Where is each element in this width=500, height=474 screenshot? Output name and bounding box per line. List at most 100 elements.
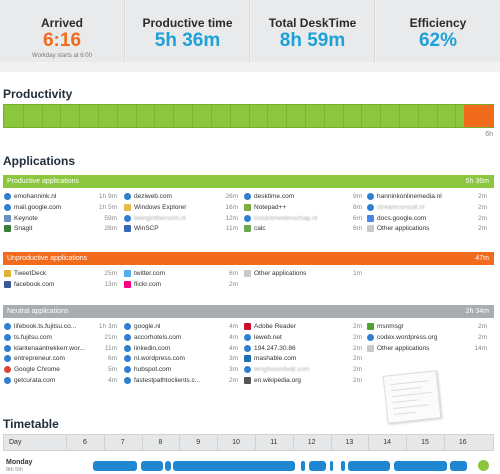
app-item[interactable]: Other applications 1m: [244, 269, 362, 278]
app-item[interactable]: streamconsult.nl 2m: [367, 203, 487, 212]
globe-icon: [244, 333, 251, 341]
activity-segment[interactable]: [140, 461, 164, 471]
app-item[interactable]: instantmedenschap.nl 6m: [244, 214, 362, 223]
activity-segment[interactable]: [340, 461, 345, 471]
app-name: instantmedenschap.nl: [254, 214, 318, 222]
app-time: 1m: [352, 270, 362, 277]
app-item[interactable]: tengitvoordwijt.com 2m: [244, 365, 362, 374]
productive-time-card: Productive time 5h 36m: [126, 0, 250, 62]
category-bar-unproductive[interactable]: Unproductive applications 47m: [3, 252, 494, 265]
app-item[interactable]: beingintheroom.nl 12m: [124, 214, 238, 223]
adobe-icon: [244, 323, 251, 330]
app-name: hubspot.com: [134, 366, 172, 374]
app-name: WinSCP: [134, 225, 159, 233]
hour-label: 12: [307, 439, 316, 446]
unproductive-segment: [464, 105, 493, 127]
app-time: 2m: [477, 214, 487, 222]
productivity-tick: [324, 105, 325, 127]
app-name: Google Chrome: [14, 366, 60, 374]
report-thumbnail: [382, 370, 442, 424]
app-time: 6m: [107, 355, 117, 363]
app-item[interactable]: google.nl 4m: [124, 322, 238, 331]
productivity-tick: [60, 105, 61, 127]
app-name: lifebook.ts.fujitsu.co...: [14, 323, 77, 330]
globe-icon: [124, 214, 131, 222]
app-item[interactable]: twitter.com 6m: [124, 269, 238, 278]
app-item[interactable]: TweetDeck 25m: [4, 269, 117, 278]
globe-icon: [4, 333, 11, 341]
app-item[interactable]: leweb.net 2m: [244, 333, 362, 342]
activity-segment[interactable]: [172, 461, 296, 471]
globe-icon: [367, 193, 374, 200]
app-item[interactable]: emohannink.nl 1h 9m: [4, 192, 117, 201]
app-item[interactable]: desktime.com 9m: [244, 192, 362, 201]
day-column-header: Day: [9, 439, 22, 446]
app-item[interactable]: Windows Explorer 16m: [124, 203, 238, 212]
app-item[interactable]: fastestpathtoclients.c... 2m: [124, 376, 238, 385]
app-item[interactable]: en.wikipedia.org 2m: [244, 376, 362, 385]
activity-segment[interactable]: [308, 461, 326, 471]
category-bar-neutral[interactable]: Neutral applications 2h 34m: [3, 305, 494, 318]
app-item[interactable]: Adobe Reader 2m: [244, 322, 362, 331]
activity-segment[interactable]: [93, 461, 137, 471]
app-item[interactable]: calc 6m: [244, 224, 362, 233]
app-item[interactable]: codex.wordpress.org 2m: [367, 333, 487, 342]
app-name: Windows Explorer: [134, 203, 187, 211]
activity-segment[interactable]: [393, 461, 447, 471]
app-item[interactable]: deziweb.com 26m: [124, 192, 238, 201]
app-item[interactable]: Snagit 28m: [4, 224, 117, 233]
app-name: Other applications: [377, 344, 430, 352]
app-item[interactable]: hanninkonlinemedia.nl 2m: [367, 192, 487, 201]
app-item[interactable]: getcurata.com 4m: [4, 376, 117, 385]
app-item[interactable]: Google Chrome 5m: [4, 365, 117, 374]
category-name: Unproductive applications: [7, 255, 88, 262]
productivity-tick: [98, 105, 99, 127]
app-item[interactable]: linkedin.com 4m: [124, 344, 238, 353]
app-item[interactable]: WinSCP 11m: [124, 224, 238, 233]
productivity-tick: [211, 105, 212, 127]
app-item[interactable]: mail.google.com 1h 5m: [4, 203, 117, 212]
app-time: 4m: [107, 377, 117, 384]
globe-icon: [244, 366, 251, 374]
app-name: nl.wordpress.com: [134, 355, 185, 363]
app-item[interactable]: klantenaantrekkerr.wor... 11m: [4, 344, 117, 353]
app-item[interactable]: accorhotels.com 4m: [124, 333, 238, 342]
wikipedia-icon: [244, 377, 251, 384]
app-item[interactable]: 194.247.30.86 2m: [244, 344, 362, 353]
app-item[interactable]: flickr.com 2m: [124, 280, 238, 289]
app-item[interactable]: mashable.com 2m: [244, 354, 362, 363]
window-icon: [244, 270, 251, 277]
app-time: 2m: [228, 377, 238, 384]
globe-icon: [4, 203, 11, 211]
category-bar-productive[interactable]: Productive applications 5h 36m: [3, 175, 494, 188]
app-item[interactable]: entrepreneur.com 6m: [4, 354, 117, 363]
app-item[interactable]: hubspot.com 3m: [124, 365, 238, 374]
app-item[interactable]: Notepad++ 8m: [244, 203, 362, 212]
activity-segment[interactable]: [165, 461, 171, 471]
app-item[interactable]: nl.wordpress.com 3m: [124, 354, 238, 363]
hour-separator: [406, 435, 408, 450]
activity-segment[interactable]: [348, 461, 390, 471]
app-item[interactable]: docs.google.com 2m: [367, 214, 487, 223]
flickr-icon: [124, 280, 131, 288]
productivity-tick: [455, 105, 456, 127]
app-time: 21m: [104, 333, 117, 341]
timetable-row-date: 8th 5th: [6, 467, 23, 473]
app-item[interactable]: msnmsgr 2m: [367, 322, 487, 331]
app-name: beingintheroom.nl: [134, 214, 186, 222]
activity-segment[interactable]: [301, 461, 305, 471]
app-item[interactable]: Keynote 59m: [4, 214, 117, 223]
app-item[interactable]: ts.fujitsu.com 21m: [4, 333, 117, 342]
activity-segment[interactable]: [329, 461, 334, 471]
app-item[interactable]: Other applications 2m: [367, 224, 487, 233]
app-item[interactable]: facebook.com 13m: [4, 280, 117, 289]
app-item[interactable]: lifebook.ts.fujitsu.co... 1h 3m: [4, 322, 117, 331]
calc-icon: [244, 225, 251, 233]
category-time: 2h 34m: [465, 308, 489, 315]
app-item[interactable]: Other applications 14m: [367, 344, 487, 353]
productivity-tick: [154, 105, 155, 127]
activity-segment[interactable]: [450, 461, 468, 471]
globe-icon: [4, 193, 11, 200]
app-name: 194.247.30.86: [254, 344, 296, 352]
productivity-bar[interactable]: [3, 104, 494, 128]
